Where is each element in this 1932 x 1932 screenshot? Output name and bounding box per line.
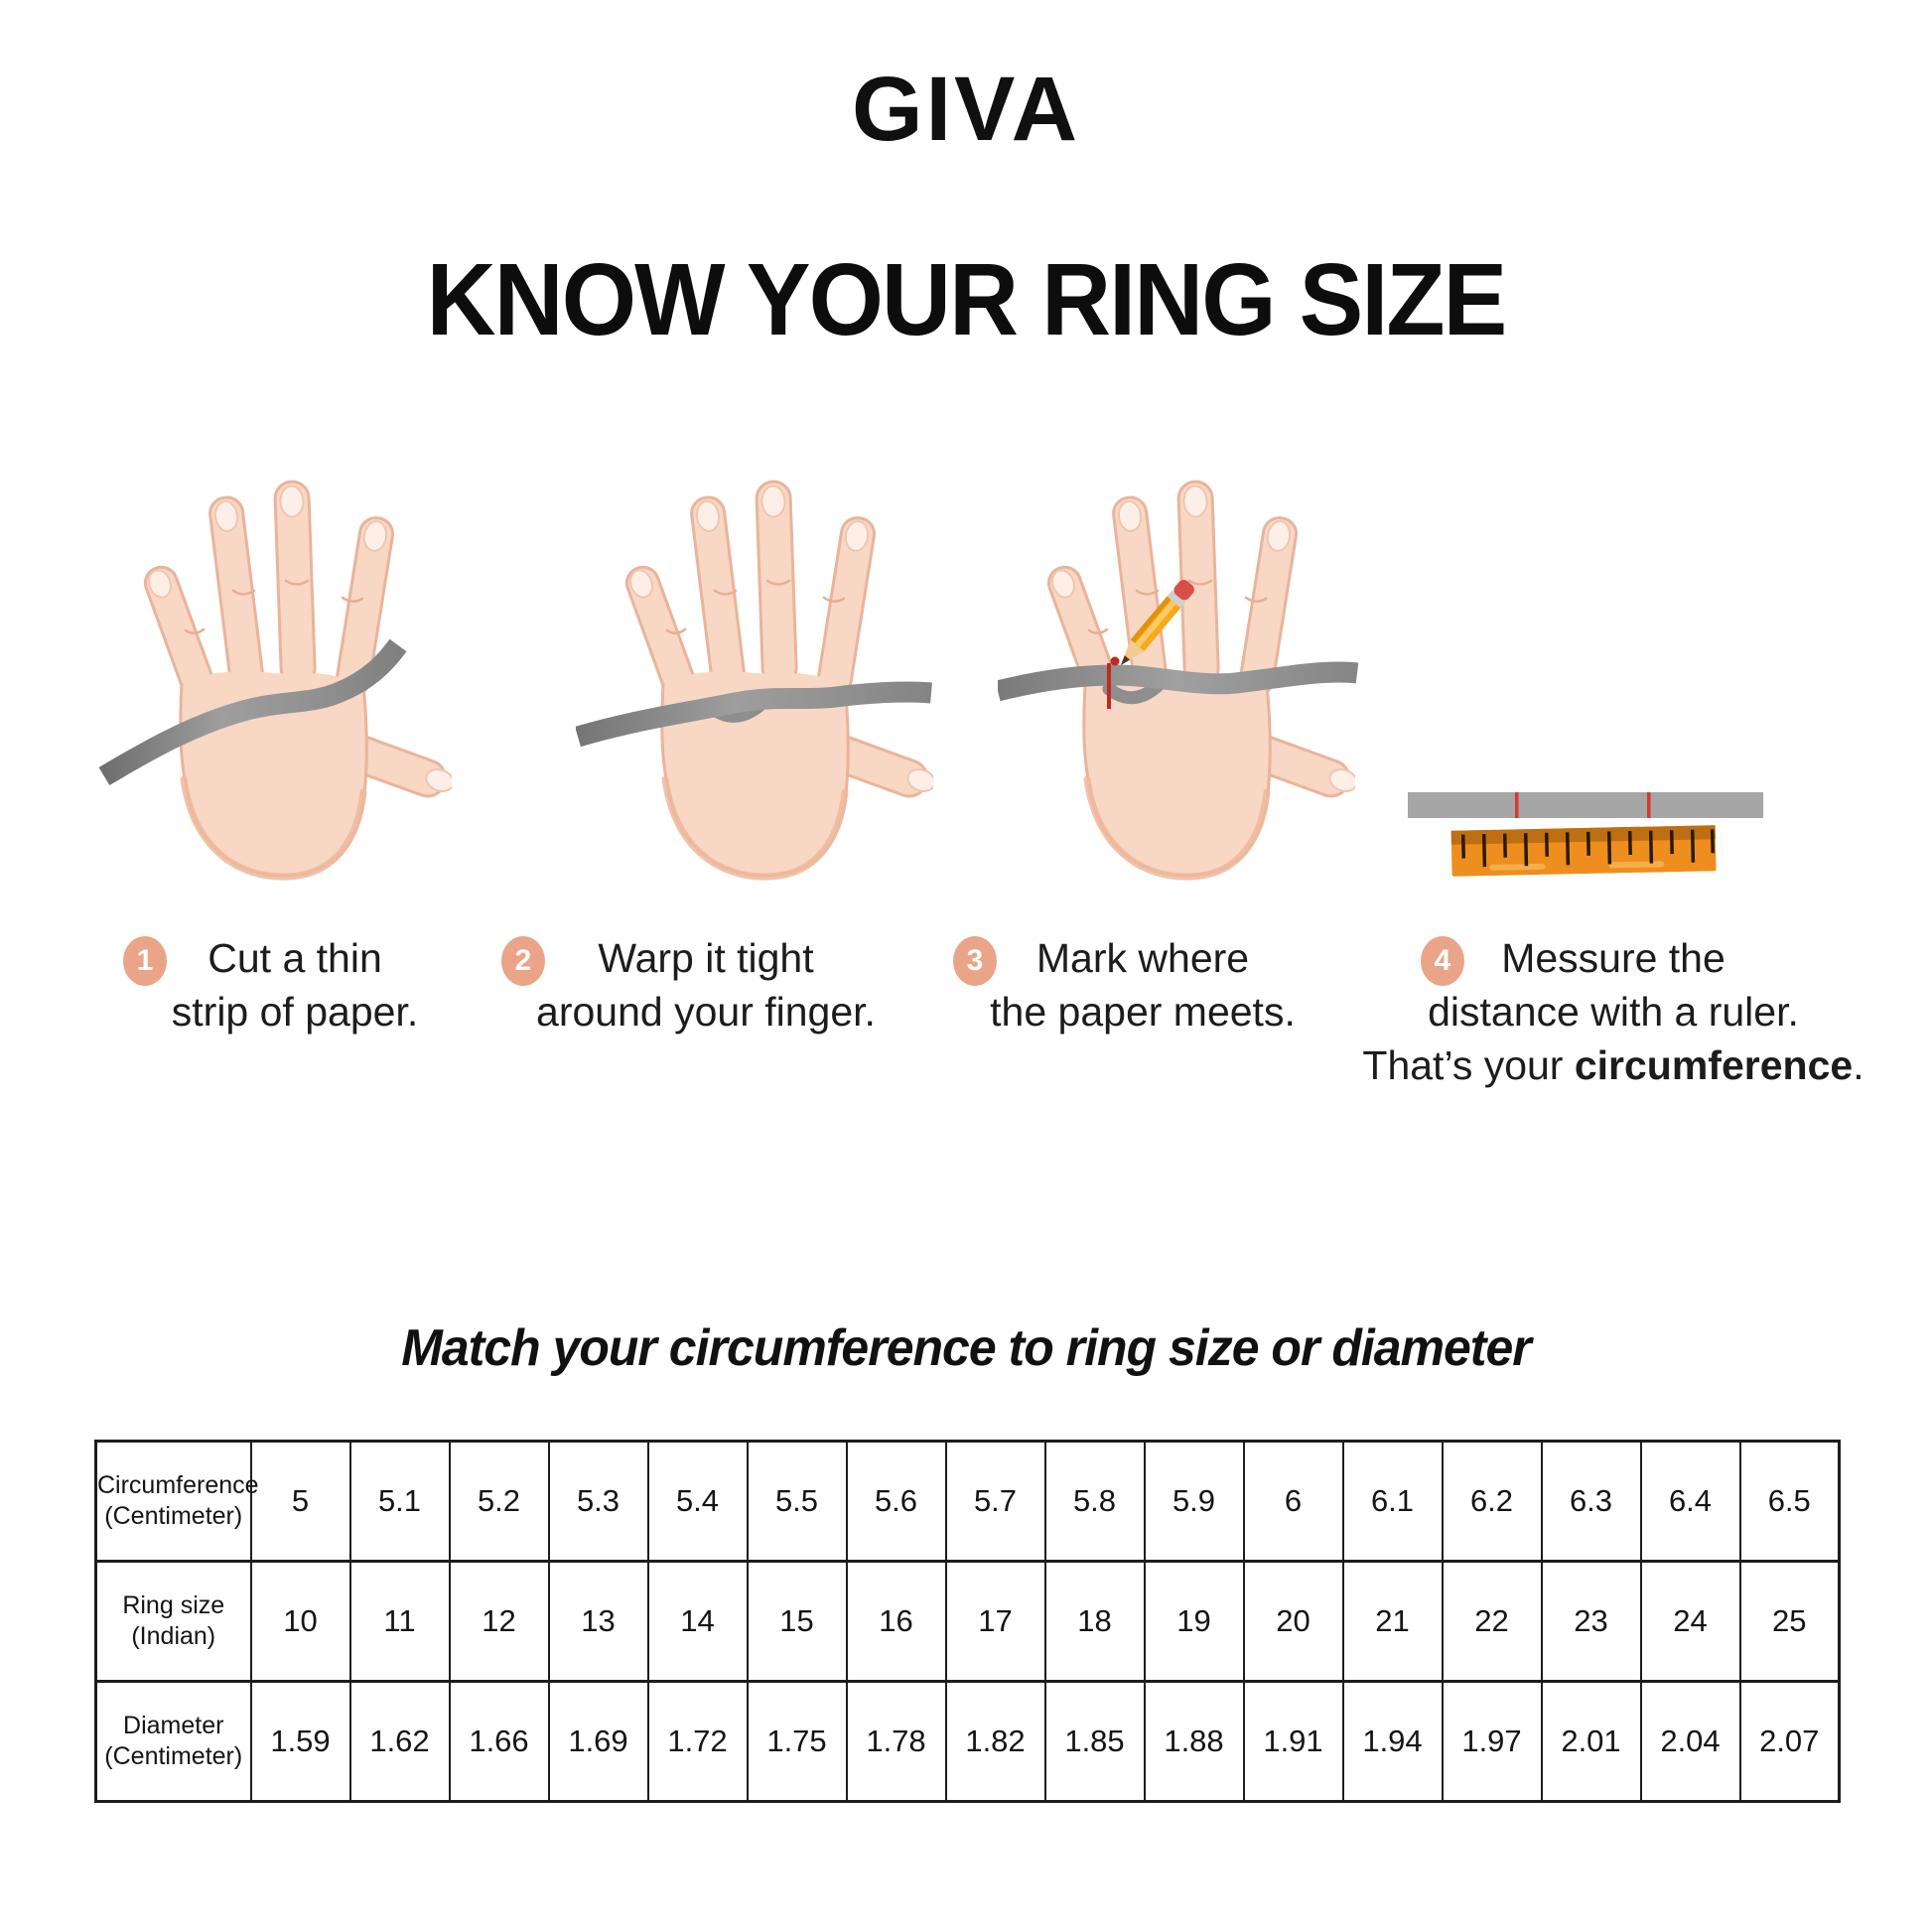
table-cell: 1.62 xyxy=(348,1680,451,1803)
table-cell: 16 xyxy=(845,1560,947,1683)
step-4-caption: Messure the distance with a ruler. That’… xyxy=(1360,931,1866,1092)
caption-line: Mark where xyxy=(1035,935,1250,981)
step-3-badge: 3 xyxy=(953,936,997,986)
caption-line: Cut a thin xyxy=(207,935,382,981)
paper-strip-icon xyxy=(576,681,932,748)
table-cell: 1.97 xyxy=(1441,1680,1543,1803)
table-cell: 1.91 xyxy=(1242,1680,1344,1803)
table-row: Ring size (Indian) 10 11 12 13 14 15 16 17 18 19 20 2… xyxy=(94,1560,1841,1683)
table-cell: 5.5 xyxy=(746,1440,848,1563)
table-cell: 5.4 xyxy=(646,1440,749,1563)
table-cell: 11 xyxy=(348,1560,451,1683)
table-cell: 24 xyxy=(1639,1560,1741,1683)
table-cell: 25 xyxy=(1738,1560,1841,1683)
table-cell: 2.07 xyxy=(1738,1680,1841,1803)
table-cell: 5.2 xyxy=(448,1440,550,1563)
page-title: KNOW YOUR RING SIZE xyxy=(426,242,1508,356)
table-cell: 1.69 xyxy=(547,1680,649,1803)
table-cell: 10 xyxy=(249,1560,351,1683)
strip-and-ruler-illustration xyxy=(1408,792,1763,877)
row-header: Ring size (Indian) xyxy=(94,1560,252,1683)
table-row: Diameter (Centimeter) 1.59 1.62 1.66 1.69 1.72… xyxy=(94,1680,1841,1803)
table-cell: 1.82 xyxy=(944,1680,1046,1803)
table-cell: 1.59 xyxy=(249,1680,351,1803)
table-cell: 14 xyxy=(646,1560,749,1683)
table-cell: 22 xyxy=(1441,1560,1543,1683)
table-cell: 18 xyxy=(1043,1560,1146,1683)
table-cell: 5 xyxy=(249,1440,351,1563)
giva-logo: GIVA xyxy=(851,59,1081,160)
table-cell: 17 xyxy=(944,1560,1046,1683)
table-cell: 5.3 xyxy=(547,1440,649,1563)
paper-strip-icon xyxy=(98,638,407,786)
table-cell: 6.2 xyxy=(1441,1440,1543,1563)
caption-line: around your finger. xyxy=(536,989,876,1035)
table-cell: 13 xyxy=(547,1560,649,1683)
red-mark-dot-icon xyxy=(1110,656,1120,666)
marked-paper-strip-icon xyxy=(1408,792,1763,818)
row-header: Circumference (Centimeter) xyxy=(94,1440,259,1563)
hand-with-paper-strip-illustration xyxy=(98,427,452,894)
ruler-icon xyxy=(1450,825,1717,877)
step-1-badge: 1 xyxy=(123,936,167,986)
caption-line: distance with a ruler. xyxy=(1428,989,1799,1035)
table-cell: 1.72 xyxy=(646,1680,749,1803)
table-cell: 12 xyxy=(448,1560,550,1683)
table-cell: 5.7 xyxy=(944,1440,1046,1563)
hand-strip-pencil-illustration xyxy=(998,427,1359,894)
table-cell: 20 xyxy=(1242,1560,1344,1683)
table-cell: 1.94 xyxy=(1341,1680,1444,1803)
table-cell: 5.8 xyxy=(1043,1440,1146,1563)
table-cell: 1.78 xyxy=(845,1680,947,1803)
table-cell: 5.9 xyxy=(1143,1440,1245,1563)
table-cell: 21 xyxy=(1341,1560,1444,1683)
step-1-caption: Cut a thin strip of paper. xyxy=(81,931,508,1038)
hand-icon xyxy=(622,482,933,878)
caption-line: strip of paper. xyxy=(171,989,419,1035)
ring-size-table: Circumference (Centimeter) 5 5.1 5.2 5.3 5.4 5.… xyxy=(94,1440,1841,1803)
table-cell: 1.66 xyxy=(448,1680,550,1803)
table-cell: 6 xyxy=(1242,1440,1344,1563)
red-mark-icon xyxy=(1515,792,1519,818)
table-cell: 5.1 xyxy=(348,1440,451,1563)
table-title: Match your circumference to ring size or… xyxy=(401,1319,1531,1377)
red-mark-icon xyxy=(1647,792,1651,818)
step-3-caption: Mark where the paper meets. xyxy=(929,931,1356,1038)
table-cell: 6.3 xyxy=(1540,1440,1642,1563)
table-cell: 1.85 xyxy=(1043,1680,1146,1803)
table-cell: 15 xyxy=(746,1560,848,1683)
table-cell: 1.88 xyxy=(1143,1680,1245,1803)
table-cell: 6.1 xyxy=(1341,1440,1444,1563)
table-row: Circumference (Centimeter) 5 5.1 5.2 5.3 5.4 5.… xyxy=(94,1440,1841,1563)
row-header: Diameter (Centimeter) xyxy=(94,1680,252,1803)
table-cell: 5.6 xyxy=(845,1440,947,1563)
table-cell: 2.01 xyxy=(1540,1680,1642,1803)
step-4-badge: 4 xyxy=(1421,936,1464,986)
table-cell: 1.75 xyxy=(746,1680,848,1803)
table-cell: 6.4 xyxy=(1639,1440,1741,1563)
caption-line: That’s your circumference. xyxy=(1362,1042,1864,1088)
table-cell: 2.04 xyxy=(1639,1680,1741,1803)
caption-line: Messure the xyxy=(1501,935,1725,981)
table-cell: 6.5 xyxy=(1738,1440,1841,1563)
hand-icon xyxy=(141,482,452,878)
step-2-badge: 2 xyxy=(501,936,545,986)
table-cell: 19 xyxy=(1143,1560,1245,1683)
step-2-caption: Warp it tight around your finger. xyxy=(492,931,919,1038)
table-cell: 23 xyxy=(1540,1560,1642,1683)
hand-strip-wrapped-illustration xyxy=(576,427,933,894)
paper-strip-icon xyxy=(998,661,1359,702)
pencil-icon xyxy=(1121,579,1194,665)
caption-line: the paper meets. xyxy=(990,989,1296,1035)
caption-line: Warp it tight xyxy=(598,935,814,981)
